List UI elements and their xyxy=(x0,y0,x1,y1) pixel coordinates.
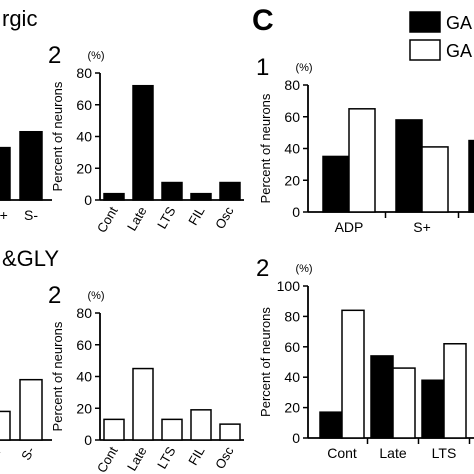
x-tick-label: FIL xyxy=(185,444,207,468)
bar-Cont-s0 xyxy=(103,192,125,201)
bar-S-s0 xyxy=(395,119,423,213)
y-tick-label: 80 xyxy=(76,305,92,321)
y-tick-label: 20 xyxy=(284,400,300,416)
bar-Cont-s0 xyxy=(103,418,125,441)
y-axis-label: Percent of neurons xyxy=(50,81,65,191)
bar-LTS-s0 xyxy=(161,181,183,201)
y-units: (%) xyxy=(295,62,312,74)
bar-Late-s0 xyxy=(132,367,154,441)
x-tick-label: ADP xyxy=(335,219,364,235)
x-tick-label: Late xyxy=(379,445,406,461)
y-units: (%) xyxy=(87,290,104,302)
bar-Late-s1 xyxy=(392,367,416,439)
bar-S-s0 xyxy=(0,146,11,201)
x-tick-label: Cont xyxy=(94,444,121,474)
x-tick-label: Osc xyxy=(212,204,237,232)
y-tick-label: 0 xyxy=(84,192,92,208)
bar-FIL-s0 xyxy=(190,409,212,441)
y-axis-label: Percent of neurons xyxy=(258,307,273,417)
x-tick-label: Late xyxy=(124,444,150,473)
bar-Late-s0 xyxy=(370,355,394,439)
legend-label-open: GA xyxy=(446,41,472,61)
y-tick-label: 0 xyxy=(292,204,300,220)
x-tick-label: Osc xyxy=(212,444,237,472)
y-tick-label: 60 xyxy=(76,97,92,113)
panel-letter-c: C xyxy=(252,4,274,37)
x-tick-label: S+ xyxy=(0,207,8,223)
bar-Osc-s0 xyxy=(219,423,241,441)
y-tick-label: 80 xyxy=(284,77,300,93)
fragment-mid-left: &GLY xyxy=(2,246,59,271)
bar-Osc-s0 xyxy=(219,181,241,201)
x-tick-label: LTS xyxy=(432,445,457,461)
y-axis-label: Percent of neurons xyxy=(50,321,65,431)
y-tick-label: 40 xyxy=(76,129,92,145)
y-tick-label: 0 xyxy=(84,432,92,448)
x-tick-label: Cont xyxy=(94,204,121,236)
chart-left-bottom-partial: S+ S- xyxy=(0,378,52,466)
x-tick-label: LTS xyxy=(154,204,179,232)
y-tick-label: 80 xyxy=(76,65,92,81)
chart-C2: 0 20 40 60 80 100 (%) Percent of neurons 2 Cont La… xyxy=(256,255,474,461)
panel-number: 2 xyxy=(256,255,269,282)
bar-Late-s0 xyxy=(132,84,154,201)
bar-S-s1 xyxy=(421,146,449,213)
y-tick-label: 100 xyxy=(277,278,301,294)
y-axis-label: Percent of neurons xyxy=(258,93,273,203)
bar-S-s0 xyxy=(19,378,43,441)
panel-number: 1 xyxy=(256,54,269,81)
y-tick-label: 0 xyxy=(292,430,300,446)
chart-C1: 0 20 40 60 80 (%) Percent of neurons 1 ADP S+ xyxy=(256,54,474,235)
y-units: (%) xyxy=(295,263,312,275)
chart-A2-top: 0 20 40 60 80 (%) Percent of neurons 2 Cont Late L… xyxy=(48,42,244,235)
y-tick-label: 40 xyxy=(284,141,300,157)
bar-ADP-s1 xyxy=(348,108,376,213)
x-tick-label: S+ xyxy=(0,444,6,466)
y-tick-label: 80 xyxy=(284,308,300,324)
x-tick-label: Late xyxy=(124,204,150,233)
panel-number: 2 xyxy=(48,42,61,69)
y-tick-label: 60 xyxy=(284,339,300,355)
legend: GA GA xyxy=(409,11,472,61)
bar-FIL-s0 xyxy=(190,192,212,201)
legend-swatch-filled xyxy=(409,11,441,33)
y-tick-label: 40 xyxy=(284,369,300,385)
y-tick-label: 20 xyxy=(76,400,92,416)
legend-swatch-open xyxy=(409,39,441,61)
y-tick-label: 20 xyxy=(76,160,92,176)
y-tick-label: 20 xyxy=(284,172,300,188)
chart-A2-bottom: 0 20 40 60 80 (%) Percent of neurons 2 Cont Late L… xyxy=(48,282,244,474)
y-tick-label: 60 xyxy=(284,109,300,125)
x-tick-label: Cont xyxy=(327,445,357,461)
x-tick-label: S- xyxy=(18,444,37,463)
y-units: (%) xyxy=(87,50,104,62)
bar-Cont-s1 xyxy=(341,309,365,439)
bar-LTS-s0 xyxy=(421,379,445,439)
bar-ADP-s0 xyxy=(322,155,350,213)
bar-S-s0 xyxy=(0,410,11,441)
bar-Cont-s0 xyxy=(319,411,343,439)
x-tick-label: S- xyxy=(24,207,38,223)
x-tick-label: S+ xyxy=(413,219,431,235)
bar-LTS-s0 xyxy=(161,418,183,441)
x-tick-label: LTS xyxy=(154,444,179,472)
fragment-top-left: rgic xyxy=(2,6,37,31)
legend-label-filled: GA xyxy=(446,13,472,33)
bar-LTS-s1 xyxy=(443,343,467,439)
panel-number: 2 xyxy=(48,282,61,309)
y-tick-label: 40 xyxy=(76,369,92,385)
chart-left-top-partial: S+ S- xyxy=(0,130,52,223)
bar-S-s0 xyxy=(19,130,43,201)
y-tick-label: 60 xyxy=(76,337,92,353)
bar-S-s0 xyxy=(468,139,474,213)
x-tick-label: FIL xyxy=(185,204,207,228)
